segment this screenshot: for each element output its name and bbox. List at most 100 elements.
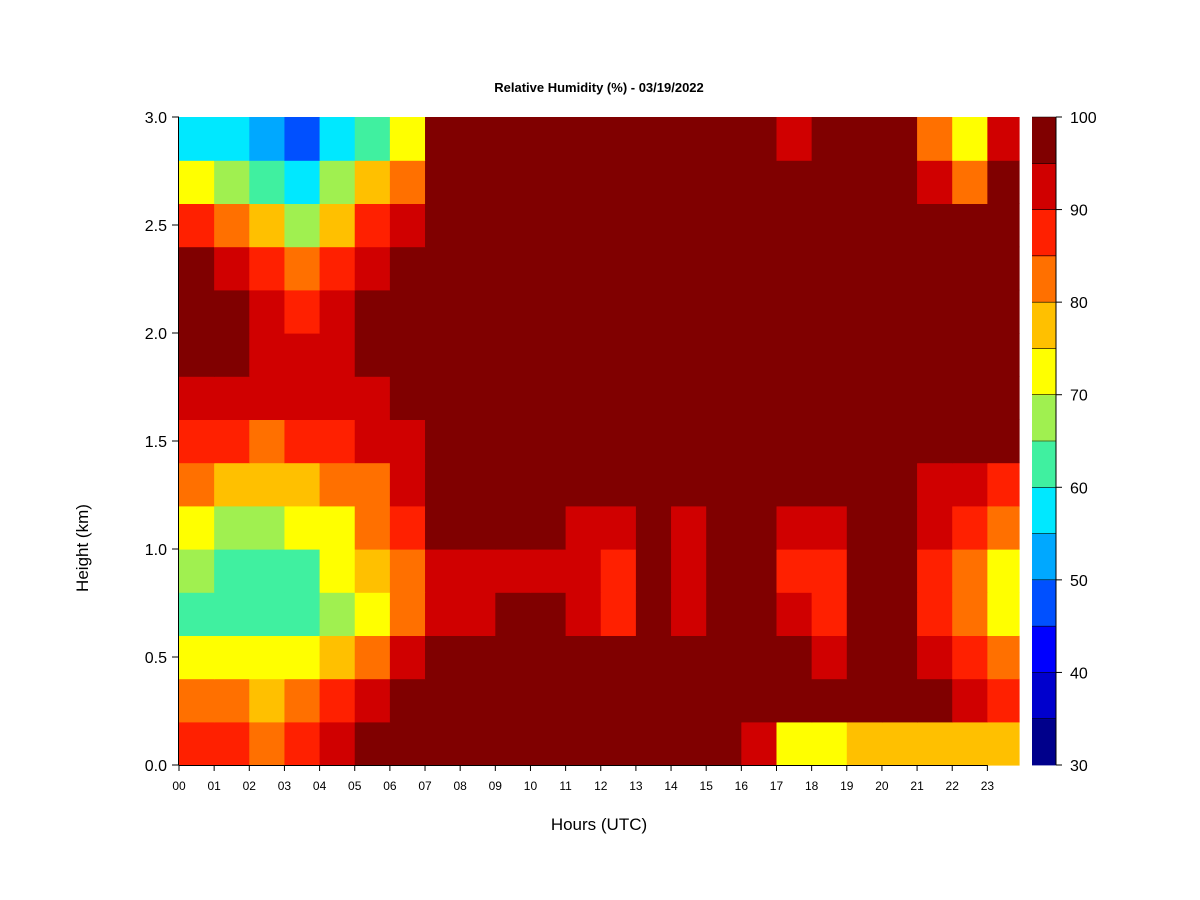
colorbar-bin (1032, 117, 1056, 164)
heatmap-cell (600, 246, 637, 291)
x-tick-label: 12 (594, 779, 608, 793)
x-tick-label: 08 (453, 779, 467, 793)
heatmap-cell (635, 635, 672, 680)
heatmap-cell (389, 333, 426, 377)
colorbar-tick-label: 100 (1070, 110, 1097, 127)
heatmap-cell (565, 117, 602, 161)
heatmap-cell (987, 678, 1020, 723)
x-tick-label: 13 (629, 779, 643, 793)
heatmap-cell (495, 592, 532, 636)
heatmap-cell (635, 246, 672, 291)
heatmap-cell (881, 462, 918, 507)
heatmap-cell (389, 678, 426, 723)
heatmap-cell (846, 635, 883, 680)
colorbar-tick-label: 30 (1070, 758, 1088, 775)
heatmap-cell (319, 289, 356, 334)
heatmap-cell (530, 289, 567, 334)
heatmap-cell (214, 289, 250, 334)
heatmap-cell (846, 549, 883, 593)
y-tick-label: 2.0 (145, 326, 167, 343)
heatmap-cell (811, 419, 848, 464)
heatmap-cell (600, 333, 637, 377)
heatmap-cell (565, 246, 602, 291)
heatmap-cell (565, 160, 602, 204)
heatmap-cell (881, 721, 918, 766)
heatmap-cell (881, 505, 918, 550)
colorbar-bin (1032, 579, 1056, 627)
heatmap-cell (846, 289, 883, 334)
heatmap-cell (214, 419, 250, 464)
heatmap-cell (565, 376, 602, 420)
heatmap-cell (846, 419, 883, 464)
heatmap-cell (671, 117, 707, 161)
x-tick-label: 02 (243, 779, 257, 793)
heatmap-cell (987, 376, 1020, 420)
colorbar: 30 40 50 60 70 80 90 100 (1032, 110, 1097, 775)
colorbar-tick-label: 50 (1070, 573, 1088, 590)
heatmap-cell (741, 678, 778, 723)
x-tick-label: 22 (946, 779, 960, 793)
colorbar-bin (1032, 533, 1056, 581)
heatmap-cell (741, 592, 778, 636)
heatmap-cell (846, 376, 883, 420)
heatmap-cell (811, 678, 848, 723)
heatmap-cell (741, 333, 778, 377)
heatmap-cell (671, 376, 707, 420)
heatmap-cell (952, 549, 988, 593)
heatmap-cell (284, 419, 321, 464)
heatmap-cell (354, 117, 391, 161)
x-tick-label: 15 (700, 779, 714, 793)
heatmap-cell (952, 333, 988, 377)
heatmap-cell (249, 203, 286, 248)
heatmap-cell (846, 117, 883, 161)
heatmap-cell (635, 289, 672, 334)
heatmap-cell (776, 333, 813, 377)
heatmap-cell (776, 592, 813, 636)
heatmap-cell (776, 462, 813, 507)
heatmap-cell (460, 721, 496, 766)
heatmap-cell (319, 246, 356, 291)
heatmap-cell (671, 419, 707, 464)
heatmap-cell (214, 160, 250, 204)
heatmap-cell (881, 376, 918, 420)
heatmap-cell (671, 462, 707, 507)
heatmap-cell (214, 549, 250, 593)
heatmap-cell (987, 592, 1020, 636)
heatmap-cell (354, 333, 391, 377)
heatmap-cell (284, 289, 321, 334)
heatmap-cell (460, 549, 496, 593)
heatmap-cell (706, 462, 742, 507)
heatmap-cell (846, 246, 883, 291)
heatmap-cell (776, 203, 813, 248)
heatmap-cell (319, 549, 356, 593)
heatmap-cell (846, 333, 883, 377)
heatmap-cell (214, 505, 250, 550)
heatmap-cell (249, 246, 286, 291)
heatmap-cell (354, 721, 391, 766)
heatmap-cell (354, 635, 391, 680)
heatmap-cell (706, 635, 742, 680)
heatmap-cell (354, 419, 391, 464)
heatmap-cell (495, 678, 532, 723)
heatmap-cell (284, 376, 321, 420)
heatmap-cell (600, 678, 637, 723)
colorbar-bin (1032, 718, 1056, 766)
heatmap-cell (495, 117, 532, 161)
heatmap-cell (249, 376, 286, 420)
heatmap-cell (635, 203, 672, 248)
x-tick-label: 03 (278, 779, 292, 793)
heatmap-cell (917, 160, 953, 204)
heatmap-cell (530, 160, 567, 204)
heatmap-cell (952, 160, 988, 204)
x-tick-label: 21 (910, 779, 924, 793)
heatmap-cell (179, 117, 215, 161)
heatmap-cell (530, 678, 567, 723)
heatmap-cell (425, 117, 461, 161)
x-tick-label: 11 (559, 779, 572, 793)
heatmap-cell (249, 505, 286, 550)
heatmap-cell (952, 289, 988, 334)
heatmap-cell (389, 117, 426, 161)
heatmap-cell (635, 549, 672, 593)
heatmap-cell (284, 333, 321, 377)
heatmap-cell (917, 635, 953, 680)
